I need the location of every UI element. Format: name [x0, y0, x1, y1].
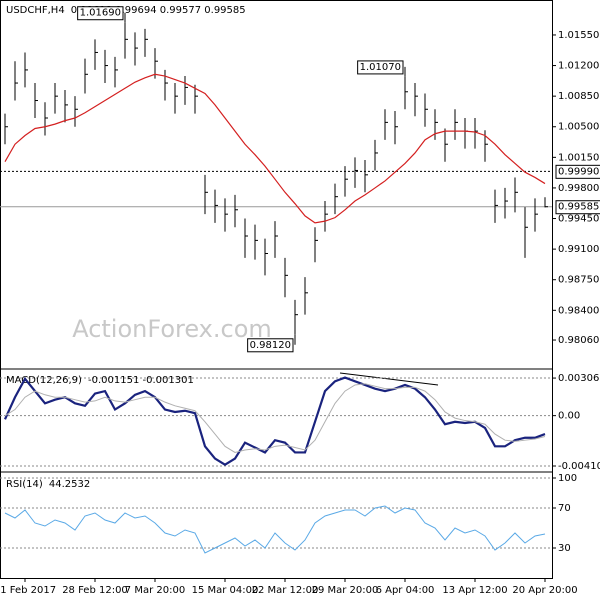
y-tick-label: 0.99800	[558, 183, 599, 194]
x-tick-label: 7 Mar 20:00	[125, 585, 185, 596]
panel-title: MACD(12,26,9)	[6, 375, 82, 386]
x-tick-label: 22 Mar 12:00	[252, 585, 319, 596]
x-tick-label: 21 Feb 2017	[0, 585, 56, 596]
panel-values: 0.99618 0.99694 0.99577 0.99585	[71, 5, 246, 16]
x-tick-label: 28 Feb 12:00	[62, 585, 128, 596]
y-tick-label: 1.00500	[558, 122, 599, 133]
level-label: 0.99990	[558, 166, 599, 177]
y-tick-label: 0.98400	[558, 305, 599, 316]
frame	[0, 0, 553, 579]
panel-values: -0.001151 -0.001301	[88, 375, 194, 386]
moving-average	[4, 73, 546, 224]
panel-values: 44.2532	[49, 479, 90, 490]
x-tick-label: 6 Apr 04:00	[376, 585, 435, 596]
x-tick-label: 29 Mar 20:00	[312, 585, 379, 596]
panel-title: RSI(14)	[6, 479, 43, 490]
watermark: ActionForex.com	[72, 315, 272, 343]
y-tick-label: 1.01550	[558, 30, 599, 41]
y-tick-label: 0.99100	[558, 244, 599, 255]
annotation-label-box	[247, 338, 294, 353]
y-tick-label: 0.99450	[558, 214, 599, 225]
trend-line	[339, 372, 439, 386]
y-tick-label: 1.00850	[558, 91, 599, 102]
y-tick-label: -0.004104	[558, 461, 600, 472]
annotation-label-box	[357, 60, 404, 75]
annotation-label: 1.01070	[360, 62, 401, 73]
annotation-label-box	[77, 6, 124, 21]
y-tick-label: 1.00150	[558, 152, 599, 163]
y-tick-label: 0.00	[558, 411, 580, 422]
annotation-label: 1.01690	[80, 8, 121, 19]
y-tick-label: 0.98750	[558, 275, 599, 286]
indicator-line	[3, 376, 546, 467]
level-label-box	[555, 200, 600, 215]
x-tick-label: 15 Mar 04:00	[192, 585, 259, 596]
panel-title: USDCHF,H4	[6, 5, 65, 16]
y-tick-label: 70	[558, 503, 571, 514]
indicator-line	[4, 505, 546, 554]
y-tick-label: 0.98060	[558, 335, 599, 346]
x-tick-label: 13 Apr 12:00	[442, 585, 507, 596]
y-tick-label: 100	[558, 473, 577, 484]
level-label-box	[555, 164, 600, 179]
x-tick-label: 20 Apr 20:00	[512, 585, 577, 596]
level-label: 0.99585	[558, 202, 599, 213]
annotation-label: 0.98120	[250, 340, 291, 351]
y-tick-label: 30	[558, 543, 571, 554]
indicator-line	[4, 383, 546, 453]
y-tick-label: 1.01200	[558, 61, 599, 72]
y-tick-label: 0.003063	[558, 373, 600, 384]
